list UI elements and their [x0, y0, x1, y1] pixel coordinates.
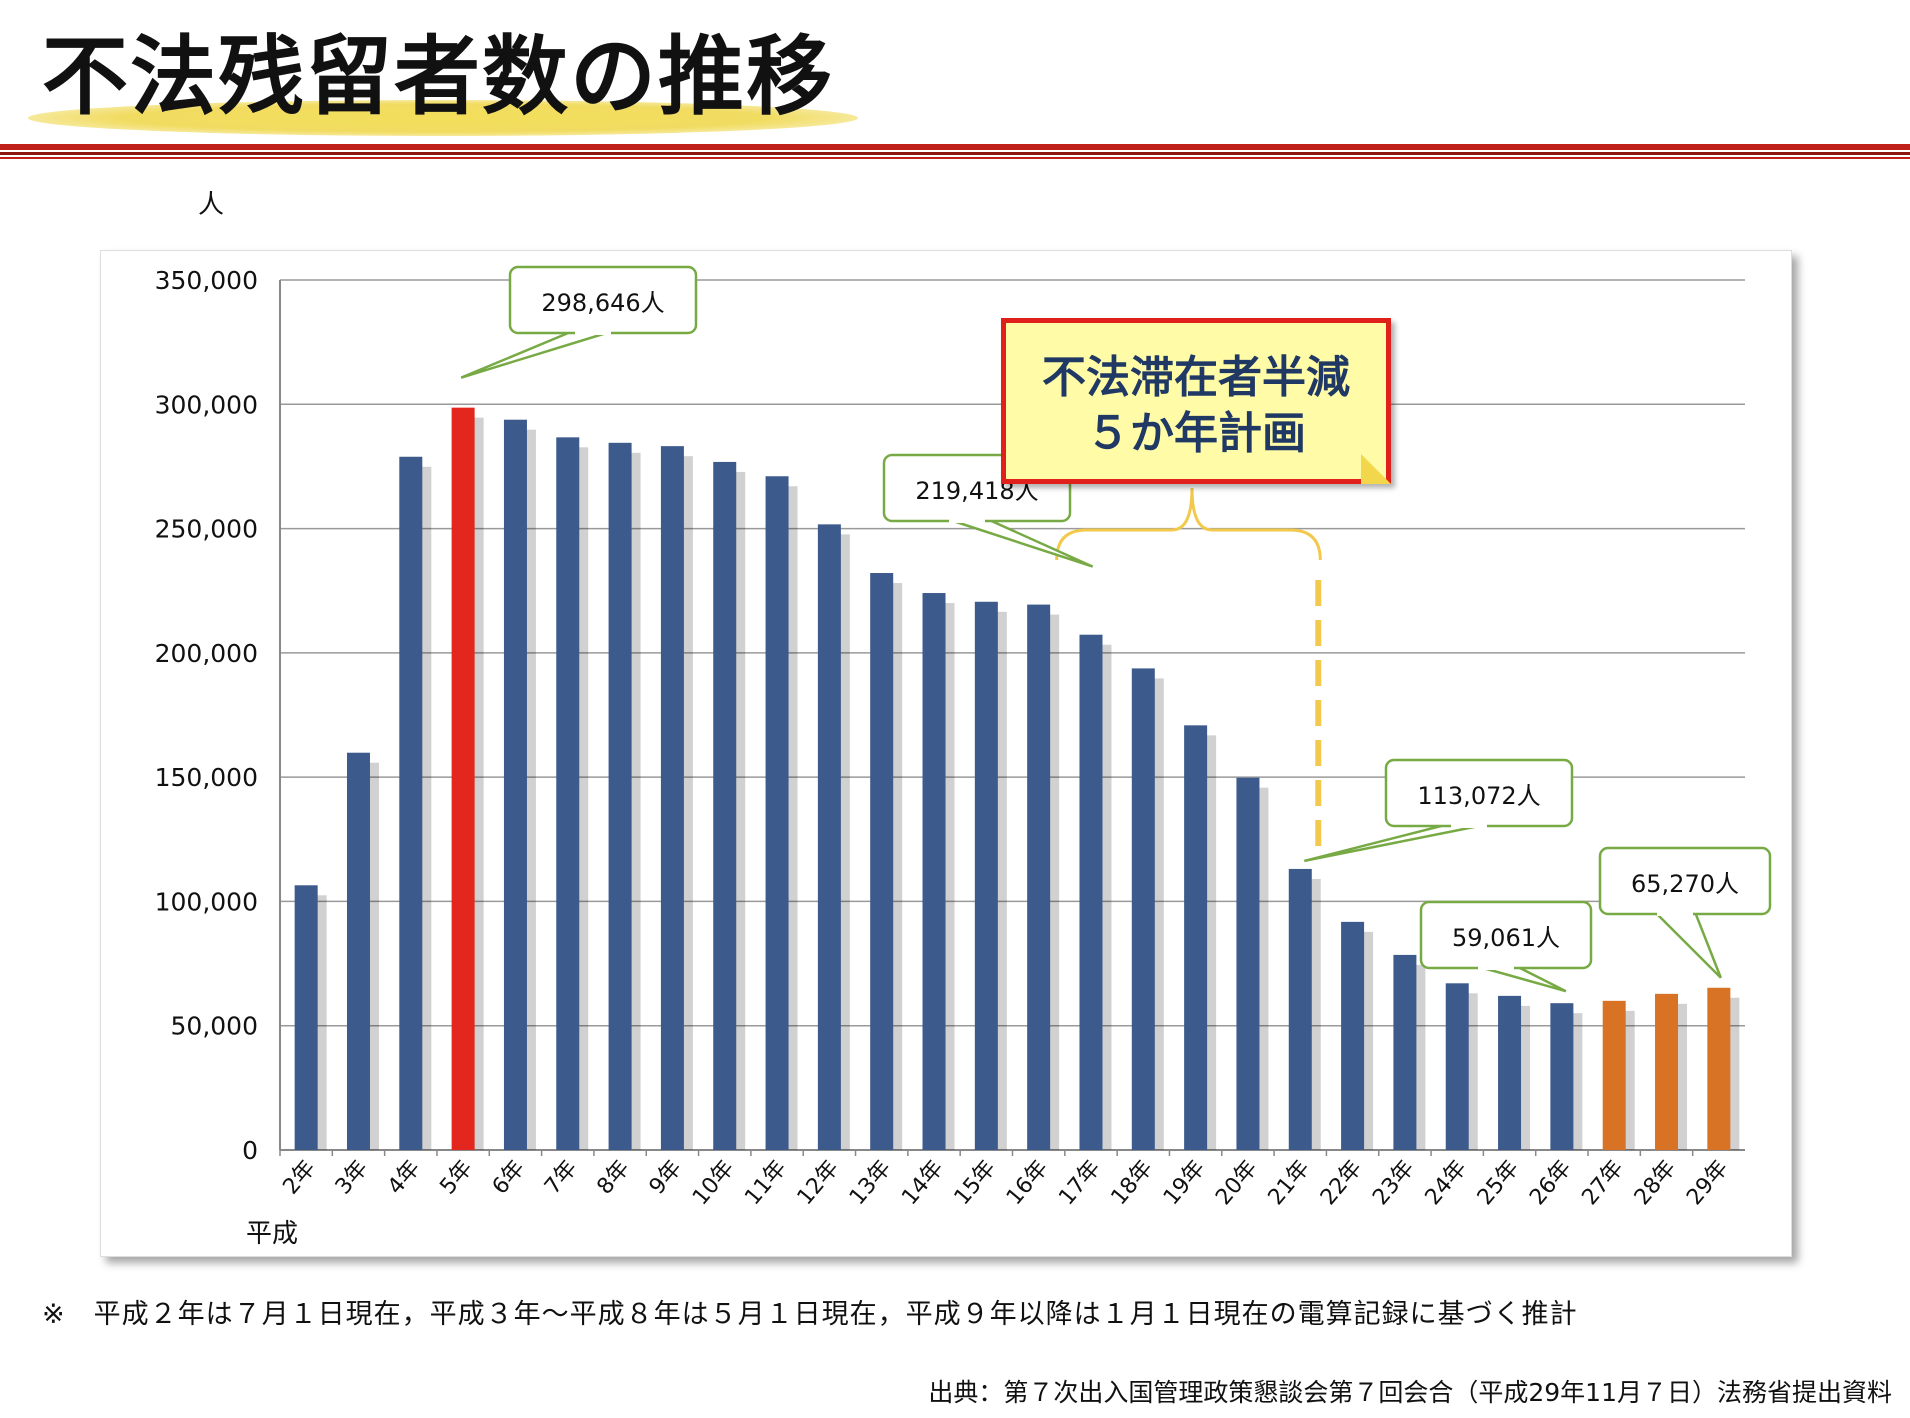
- bar: [503, 419, 527, 1150]
- x-tick-label: 15年: [950, 1156, 1001, 1210]
- y-tick-label: 200,000: [155, 639, 258, 668]
- x-tick-label: 9年: [645, 1156, 687, 1200]
- x-tick-label: 13年: [845, 1156, 896, 1210]
- callout-pointer: [460, 329, 614, 379]
- page-title: 不法残留者数の推移: [42, 27, 834, 127]
- callout-pointer: [1651, 910, 1723, 979]
- bar: [1341, 921, 1365, 1150]
- callout-joint: [949, 517, 985, 523]
- plan-subtitle: ５か年計画: [1086, 408, 1306, 459]
- x-tick-label: 11年: [740, 1156, 791, 1210]
- title-rule-dark: [0, 152, 1910, 155]
- bar: [974, 601, 998, 1150]
- y-tick-label: 250,000: [155, 515, 258, 544]
- x-tick-label: 20年: [1211, 1156, 1262, 1210]
- y-tick-label: 0: [242, 1136, 258, 1165]
- bar: [1236, 777, 1260, 1150]
- callout-joint: [1657, 910, 1693, 916]
- x-tick-label: 28年: [1630, 1156, 1681, 1210]
- bar: [1184, 725, 1208, 1150]
- x-tick-label: 2年: [278, 1156, 320, 1200]
- x-tick-label: 6年: [488, 1156, 530, 1200]
- x-tick-label: 10年: [688, 1156, 739, 1210]
- x-tick-label: 5年: [435, 1156, 477, 1200]
- x-tick-label: 3年: [331, 1156, 373, 1200]
- callout-joint: [575, 329, 611, 335]
- bar: [765, 476, 789, 1151]
- x-tick-label: 25年: [1473, 1156, 1524, 1210]
- bar: [1027, 604, 1051, 1150]
- data-label: 65,270人: [1631, 870, 1739, 898]
- plan-title: 不法滞在者半減: [1042, 352, 1350, 403]
- y-tick-label: 100,000: [155, 887, 258, 916]
- bar: [451, 407, 475, 1150]
- x-tick-label: 29年: [1682, 1156, 1733, 1210]
- x-tick-label: 23年: [1368, 1156, 1419, 1210]
- plan-brace: [1055, 487, 1322, 561]
- x-tick-label: 17年: [1054, 1156, 1105, 1210]
- callout-pointer: [1303, 822, 1490, 863]
- bar: [1288, 868, 1312, 1150]
- title-area: 不法残留者数の推移: [0, 0, 1910, 160]
- x-tick-label: 21年: [1264, 1156, 1315, 1210]
- data-label: 298,646人: [541, 289, 664, 317]
- bar: [556, 437, 580, 1150]
- x-tick-label: 16年: [1002, 1156, 1053, 1210]
- source-citation: 出典：第７次出入国管理政策懇談会第７回会合（平成29年11月７日）法務省提出資料: [928, 1378, 1892, 1407]
- x-tick-label: 19年: [1159, 1156, 1210, 1210]
- title-rule-thin: [0, 157, 1910, 159]
- bar: [870, 573, 894, 1150]
- plan-callout: 不法滞在者半減 ５か年計画: [1001, 318, 1391, 484]
- y-tick-label: 50,000: [171, 1012, 258, 1041]
- data-label: 59,061人: [1452, 924, 1560, 952]
- callout-joint: [1478, 964, 1514, 970]
- callout-pointer: [946, 517, 1094, 568]
- x-tick-label: 7年: [540, 1156, 582, 1200]
- bar: [1550, 1003, 1574, 1150]
- x-tick-label: 24年: [1421, 1156, 1472, 1210]
- bar: [608, 442, 632, 1150]
- title-highlight: [28, 100, 858, 136]
- x-tick-label: 26年: [1525, 1156, 1576, 1210]
- bar: [1393, 954, 1417, 1150]
- x-tick-label: 22年: [1316, 1156, 1367, 1210]
- bar: [1131, 668, 1155, 1150]
- x-tick-label: 14年: [897, 1156, 948, 1210]
- y-unit-label: 人: [198, 190, 225, 220]
- x-tick-label: 12年: [793, 1156, 844, 1210]
- note-fold-corner: [1361, 454, 1391, 484]
- bar: [1602, 1000, 1626, 1150]
- data-label: 113,072人: [1417, 782, 1540, 810]
- y-tick-label: 300,000: [155, 390, 258, 419]
- x-tick-label: 27年: [1578, 1156, 1629, 1210]
- y-tick-label: 350,000: [155, 266, 258, 295]
- bar: [346, 752, 370, 1150]
- bar: [1445, 983, 1469, 1150]
- bar: [1655, 993, 1679, 1150]
- footnote: ※ 平成２年は７月１日現在，平成３年～平成８年は５月１日現在，平成９年以降は１月…: [42, 1299, 1578, 1330]
- bar: [660, 446, 684, 1150]
- bar: [817, 524, 841, 1150]
- callout-joint: [1451, 822, 1487, 828]
- x-axis-label: 平成: [246, 1219, 298, 1249]
- title-rule: [0, 144, 1910, 150]
- bar: [1498, 995, 1522, 1150]
- bar: [713, 461, 737, 1150]
- x-tick-label: 18年: [1107, 1156, 1158, 1210]
- bar: [399, 456, 423, 1151]
- bar: [1707, 987, 1731, 1150]
- bar: [922, 593, 946, 1150]
- x-tick-label: 4年: [383, 1156, 425, 1200]
- x-tick-label: 8年: [592, 1156, 634, 1200]
- bar: [1079, 634, 1103, 1150]
- bar: [294, 885, 318, 1150]
- y-tick-label: 150,000: [155, 763, 258, 792]
